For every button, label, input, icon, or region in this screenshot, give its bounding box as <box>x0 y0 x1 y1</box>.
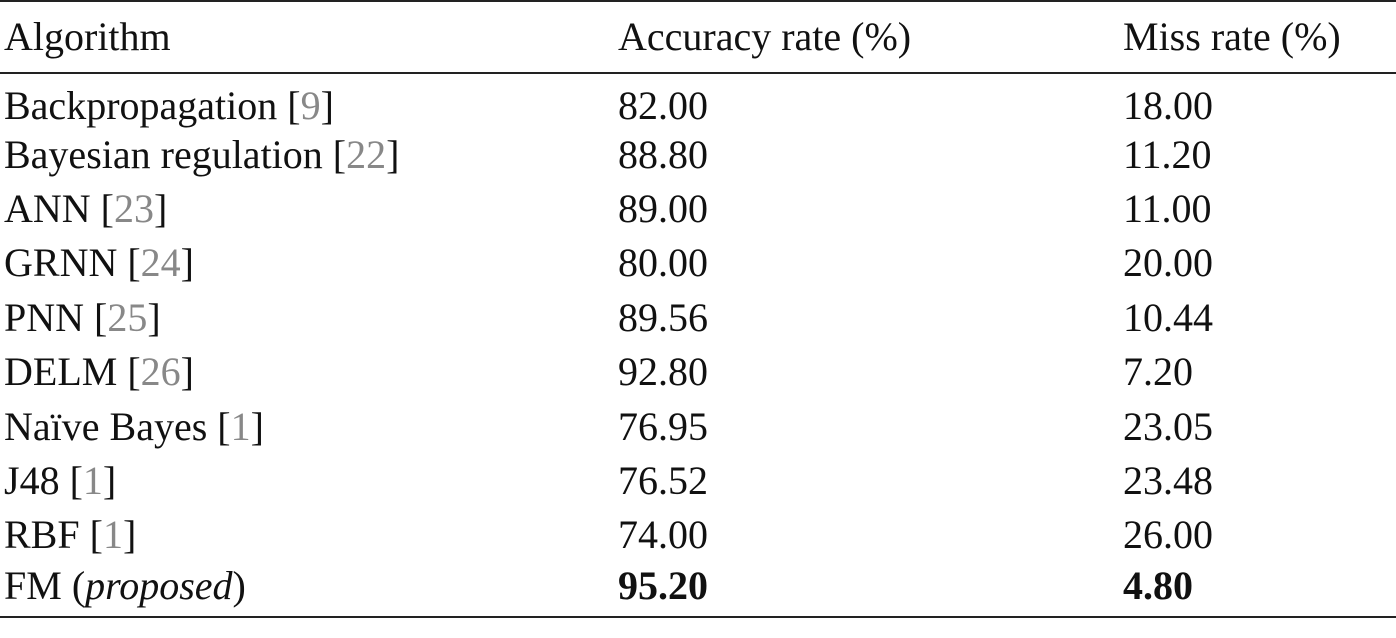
bracket: [ <box>89 512 103 558</box>
results-table: Algorithm Accuracy rate (%) Miss rate (%) … <box>0 1 1396 617</box>
algorithm-name: FM <box>4 563 62 609</box>
miss-rate-cell: 18.00 <box>1123 82 1213 128</box>
bracket: [ <box>287 82 301 128</box>
bracket: ] <box>180 349 194 395</box>
accuracy-cell: 76.52 <box>618 457 708 503</box>
citation: 1 <box>230 403 251 449</box>
table-row: ANN [23] 89.00 11.00 <box>0 182 1396 236</box>
algorithm-cell: GRNN [24] <box>0 236 618 290</box>
algorithm-cell: Bayesian regulation [22] <box>0 127 618 181</box>
algorithm-cell: RBF [1] <box>0 508 618 562</box>
algorithm-name: J48 <box>4 457 60 503</box>
header-cell: Accuracy rate (%) <box>618 14 912 59</box>
table-row: Backpropagation [9] 82.00 18.00 <box>0 73 1396 127</box>
algorithm-name: DELM <box>4 349 118 395</box>
accuracy-cell: 89.00 <box>618 185 708 231</box>
miss-rate-cell: 11.00 <box>1123 185 1212 231</box>
bracket: ] <box>180 240 194 286</box>
miss-rate-cell: 23.48 <box>1123 457 1213 503</box>
table-row: J48 [1] 76.52 23.48 <box>0 454 1396 508</box>
table-row: PNN [25] 89.56 10.44 <box>0 291 1396 345</box>
citation: 26 <box>140 349 181 395</box>
miss-rate-cell: 11.20 <box>1123 131 1212 177</box>
algorithm-cell: Naïve Bayes [1] <box>0 399 618 453</box>
algorithm-name: GRNN <box>4 240 118 286</box>
table-row: FM (proposed) 95.20 4.80 <box>0 563 1396 617</box>
algorithm-name: PNN <box>4 294 85 340</box>
table-row: DELM [26] 92.80 7.20 <box>0 345 1396 399</box>
accuracy-cell: 88.80 <box>618 131 708 177</box>
algorithm-cell: DELM [26] <box>0 345 618 399</box>
algorithm-name: Backpropagation <box>4 82 278 128</box>
miss-rate-cell: 26.00 <box>1123 512 1213 558</box>
table-row: Bayesian regulation [22] 88.80 11.20 <box>0 127 1396 181</box>
citation: 22 <box>346 131 387 177</box>
table-row: RBF [1] 74.00 26.00 <box>0 508 1396 562</box>
bracket: ] <box>320 82 334 128</box>
header-cell: Miss rate (%) <box>1123 14 1341 59</box>
algorithm-cell: ANN [23] <box>0 182 618 236</box>
accuracy-cell: 89.56 <box>618 294 708 340</box>
algorithm-name: RBF <box>4 512 80 558</box>
miss-rate-cell: 10.44 <box>1123 294 1213 340</box>
bracket: [ <box>94 294 108 340</box>
accuracy-cell: 95.20 <box>618 563 708 609</box>
algorithm-cell: FM (proposed) <box>0 563 618 617</box>
bracket: [ <box>332 131 347 177</box>
algorithm-cell: Backpropagation [9] <box>0 73 618 127</box>
bracket: ] <box>102 457 117 503</box>
miss-rate-cell: 7.20 <box>1123 349 1193 395</box>
miss-rate-cell: 20.00 <box>1123 240 1213 286</box>
algorithm-name: Naïve Bayes <box>4 403 208 449</box>
bracket: [ <box>127 240 141 286</box>
citation: 23 <box>114 185 154 231</box>
bracket: [ <box>217 403 231 449</box>
algorithm-name: ANN <box>4 185 91 231</box>
bracket: ] <box>147 294 161 340</box>
accuracy-cell: 76.95 <box>618 403 708 449</box>
header-cell: Algorithm <box>4 14 171 59</box>
bracket: ] <box>122 512 137 558</box>
table-row: GRNN [24] 80.00 20.00 <box>0 236 1396 290</box>
bracket: [ <box>127 349 141 395</box>
table-body: Backpropagation [9] 82.00 18.00 Bayesian re… <box>0 73 1396 617</box>
bracket: [ <box>100 185 114 231</box>
accuracy-cell: 82.00 <box>618 82 708 128</box>
bracket: ] <box>154 185 168 231</box>
miss-rate-cell: 23.05 <box>1123 403 1213 449</box>
algorithm-name: Bayesian regulation <box>4 131 323 177</box>
header-row: Algorithm Accuracy rate (%) Miss rate (%) <box>0 1 1396 73</box>
citation: 9 <box>300 82 321 128</box>
algorithm-cell: J48 [1] <box>0 454 618 508</box>
accuracy-cell: 92.80 <box>618 349 708 395</box>
miss-rate-cell: 4.80 <box>1123 563 1193 609</box>
citation: 1 <box>82 457 103 503</box>
table-row: Naïve Bayes [1] 76.95 23.05 <box>0 399 1396 453</box>
citation: 25 <box>107 294 148 340</box>
bracket: ] <box>250 403 264 449</box>
citation: 24 <box>140 240 181 286</box>
table-header: Algorithm Accuracy rate (%) Miss rate (%) <box>0 1 1396 73</box>
accuracy-cell: 80.00 <box>618 240 708 286</box>
citation: 1 <box>102 512 123 558</box>
accuracy-cell: 74.00 <box>618 512 708 558</box>
bracket: ] <box>386 131 400 177</box>
bracket: ) <box>232 563 246 609</box>
algorithm-cell: PNN [25] <box>0 291 618 345</box>
note: proposed <box>85 563 233 609</box>
bracket: [ <box>69 457 83 503</box>
bracket: ( <box>71 563 86 609</box>
